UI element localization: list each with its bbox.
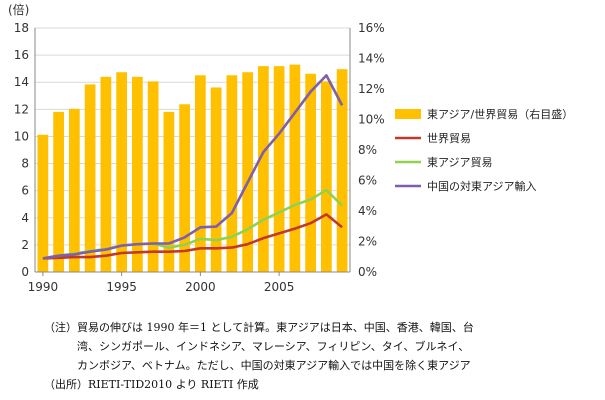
x-tick-label: 2005 (264, 280, 295, 294)
bar (258, 66, 269, 272)
y-right-tick-label: 10% (358, 113, 385, 127)
bar (100, 76, 112, 272)
bar (147, 81, 159, 272)
bar (37, 134, 49, 272)
y-right-tick-label: 0% (358, 265, 377, 279)
bar (273, 66, 285, 272)
bar (305, 73, 316, 272)
y-left-tick-label: 8 (21, 157, 29, 171)
x-tick-label: 2000 (185, 280, 216, 294)
y-left-tick-label: 0 (21, 265, 29, 279)
y-left-tick-label: 2 (21, 238, 29, 252)
bar (53, 111, 64, 272)
trade-growth-chart: (倍) 0 2 4 6 8 10 12 14 16 18 0% 2% 4% 6% 8% 10% 12% 14% 16… (8, 2, 573, 294)
x-tick-label: 1995 (106, 280, 137, 294)
bar (210, 87, 222, 272)
legend-swatch (395, 109, 421, 119)
y-left-tick-label: 6 (21, 184, 29, 198)
y-right-tick-label: 2% (358, 235, 377, 249)
line-series (42, 74, 344, 260)
x-tick-label: 1990 (28, 280, 59, 294)
series-line (42, 213, 343, 260)
bar (179, 104, 190, 272)
grid-lines (35, 27, 350, 273)
legend-label: 東アジア/世界貿易（右目盛） (427, 107, 573, 121)
bar (84, 84, 96, 272)
series-line (42, 74, 344, 260)
note-line-3: カンボジア、ベトナム。ただし、中国の対東アジア輸入では中国を除く東アジア (77, 359, 471, 372)
axes: 0 2 4 6 8 10 12 14 16 18 0% 2% 4% 6% 8% 10% 12% 14% 16% 199… (14, 21, 385, 294)
y-right-tick-label: 8% (358, 143, 377, 157)
footnotes: （注）貿易の伸びは 1990 年＝1 として計算。東アジアは日本、中国、香港、韓… (44, 318, 596, 394)
legend-label: 世界貿易 (427, 132, 471, 145)
bar (321, 81, 332, 272)
y-left-tick-label: 16 (14, 48, 29, 62)
bar (132, 76, 143, 272)
legend-label: 中国の対東アジア輸入 (427, 179, 537, 193)
y-right-tick-label: 12% (358, 82, 385, 96)
bar-series (37, 64, 348, 273)
y-left-tick-label: 14 (14, 75, 29, 89)
note-line-1: （注）貿易の伸びは 1990 年＝1 として計算。東アジアは日本、中国、香港、韓… (44, 321, 474, 334)
bar (226, 75, 238, 273)
bar (336, 69, 348, 272)
bar (116, 72, 127, 272)
y-right-tick-label: 14% (358, 52, 385, 66)
bar (195, 75, 206, 273)
legend-label: 東アジア貿易 (427, 156, 493, 169)
y-right-tick-label: 6% (358, 174, 377, 188)
y-right-tick-label: 4% (358, 204, 377, 218)
y-left-tick-label: 12 (14, 102, 29, 116)
note-line-2: 湾、シンガポール、インドネシア、マレーシア、フィリピン、タイ、ブルネイ、 (77, 340, 470, 353)
source-line: （出所）RIETI-TID2010 より RIETI 作成 (44, 378, 259, 391)
bar (163, 111, 175, 272)
y-left-tick-label: 10 (14, 129, 29, 143)
bar (69, 108, 80, 272)
bar (289, 64, 301, 272)
y-axis-unit-label: (倍) (8, 2, 29, 17)
bar (242, 72, 253, 272)
y-right-tick-label: 16% (358, 21, 385, 35)
y-left-tick-label: 4 (21, 211, 29, 225)
y-left-tick-label: 18 (14, 21, 29, 35)
